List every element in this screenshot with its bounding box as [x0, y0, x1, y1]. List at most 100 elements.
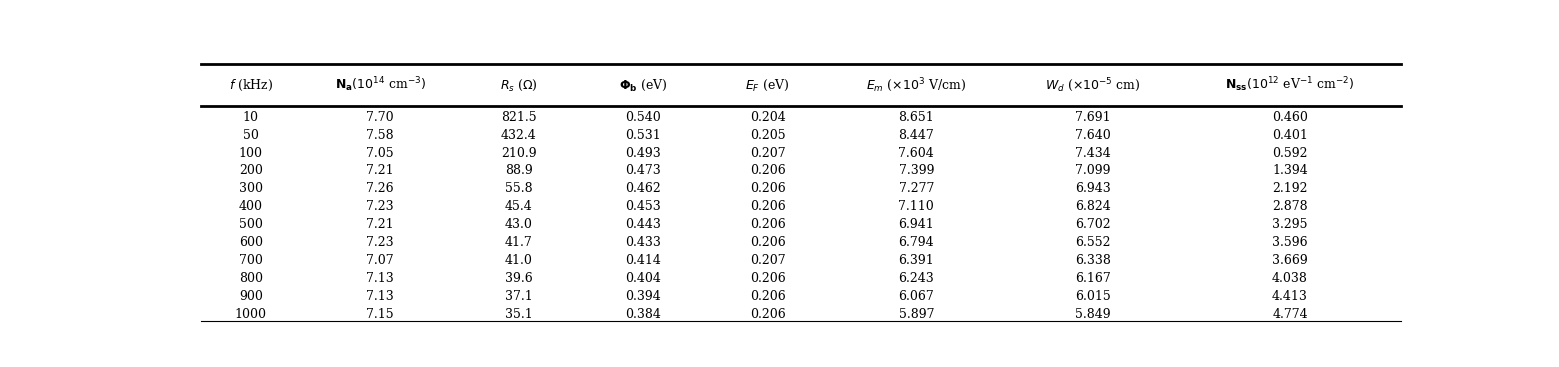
Text: 55.8: 55.8 [505, 182, 532, 195]
Text: 0.540: 0.540 [625, 111, 661, 124]
Text: $W_d$ ($\times$$10^{-5}$ cm): $W_d$ ($\times$$10^{-5}$ cm) [1045, 76, 1141, 94]
Text: 7.604: 7.604 [898, 146, 934, 160]
Text: 7.21: 7.21 [366, 218, 394, 231]
Text: 821.5: 821.5 [500, 111, 536, 124]
Text: 7.15: 7.15 [366, 308, 394, 321]
Text: 7.58: 7.58 [366, 129, 394, 142]
Text: 35.1: 35.1 [505, 308, 532, 321]
Text: 3.596: 3.596 [1272, 236, 1308, 249]
Text: 2.192: 2.192 [1272, 182, 1308, 195]
Text: $f$ (kHz): $f$ (kHz) [229, 77, 273, 92]
Text: 88.9: 88.9 [505, 164, 532, 178]
Text: 41.0: 41.0 [505, 254, 533, 267]
Text: 7.099: 7.099 [1076, 164, 1110, 178]
Text: 0.206: 0.206 [750, 182, 786, 195]
Text: 7.110: 7.110 [898, 200, 934, 213]
Text: 8.447: 8.447 [898, 129, 934, 142]
Text: 0.384: 0.384 [625, 308, 661, 321]
Text: 7.26: 7.26 [366, 182, 394, 195]
Text: $E_m$ ($\times$$10^3$ V/cm): $E_m$ ($\times$$10^3$ V/cm) [867, 76, 967, 94]
Text: 0.462: 0.462 [625, 182, 661, 195]
Text: 500: 500 [239, 218, 262, 231]
Text: 2.878: 2.878 [1272, 200, 1308, 213]
Text: 7.640: 7.640 [1074, 129, 1110, 142]
Text: 45.4: 45.4 [505, 200, 532, 213]
Text: 0.204: 0.204 [750, 111, 786, 124]
Text: 0.433: 0.433 [625, 236, 661, 249]
Text: 6.943: 6.943 [1074, 182, 1110, 195]
Text: 1000: 1000 [235, 308, 267, 321]
Text: 0.205: 0.205 [750, 129, 786, 142]
Text: 900: 900 [239, 290, 262, 303]
Text: 0.206: 0.206 [750, 272, 786, 285]
Text: 400: 400 [239, 200, 263, 213]
Text: 4.413: 4.413 [1272, 290, 1308, 303]
Text: 7.70: 7.70 [366, 111, 394, 124]
Text: 41.7: 41.7 [505, 236, 532, 249]
Text: 37.1: 37.1 [505, 290, 532, 303]
Text: 6.794: 6.794 [898, 236, 934, 249]
Text: 10: 10 [243, 111, 259, 124]
Text: 4.774: 4.774 [1272, 308, 1308, 321]
Text: 7.07: 7.07 [366, 254, 394, 267]
Text: 6.941: 6.941 [898, 218, 934, 231]
Text: 0.207: 0.207 [750, 254, 786, 267]
Text: 50: 50 [243, 129, 259, 142]
Text: 3.295: 3.295 [1272, 218, 1308, 231]
Text: 0.592: 0.592 [1272, 146, 1308, 160]
Text: 300: 300 [239, 182, 263, 195]
Text: 0.414: 0.414 [625, 254, 661, 267]
Text: 0.206: 0.206 [750, 290, 786, 303]
Text: 0.206: 0.206 [750, 236, 786, 249]
Text: 0.206: 0.206 [750, 218, 786, 231]
Text: 7.13: 7.13 [366, 272, 394, 285]
Text: $E_F$ (eV): $E_F$ (eV) [745, 77, 790, 92]
Text: $\mathbf{N_a}$$(10^{14}$ cm$^{-3})$: $\mathbf{N_a}$$(10^{14}$ cm$^{-3})$ [335, 76, 426, 94]
Text: 432.4: 432.4 [500, 129, 536, 142]
Text: 0.404: 0.404 [625, 272, 661, 285]
Text: 6.552: 6.552 [1076, 236, 1110, 249]
Text: 7.23: 7.23 [366, 200, 394, 213]
Text: 600: 600 [239, 236, 263, 249]
Text: 5.897: 5.897 [898, 308, 934, 321]
Text: 8.651: 8.651 [898, 111, 934, 124]
Text: 6.067: 6.067 [898, 290, 934, 303]
Text: 39.6: 39.6 [505, 272, 532, 285]
Text: 0.531: 0.531 [625, 129, 661, 142]
Text: 1.394: 1.394 [1272, 164, 1308, 178]
Text: 100: 100 [239, 146, 263, 160]
Text: 0.206: 0.206 [750, 200, 786, 213]
Text: $\mathbf{\Phi_b}$ (eV): $\mathbf{\Phi_b}$ (eV) [619, 77, 667, 92]
Text: 0.206: 0.206 [750, 308, 786, 321]
Text: 210.9: 210.9 [500, 146, 536, 160]
Text: $R_s$ ($\Omega$): $R_s$ ($\Omega$) [499, 77, 538, 92]
Text: 4.038: 4.038 [1272, 272, 1308, 285]
Text: 200: 200 [239, 164, 262, 178]
Text: 6.338: 6.338 [1074, 254, 1110, 267]
Text: 7.691: 7.691 [1076, 111, 1110, 124]
Text: 6.243: 6.243 [898, 272, 934, 285]
Text: 0.453: 0.453 [625, 200, 661, 213]
Text: 0.493: 0.493 [625, 146, 661, 160]
Text: 0.473: 0.473 [625, 164, 661, 178]
Text: 0.207: 0.207 [750, 146, 786, 160]
Text: 7.13: 7.13 [366, 290, 394, 303]
Text: 7.399: 7.399 [898, 164, 934, 178]
Text: 0.443: 0.443 [625, 218, 661, 231]
Text: 6.167: 6.167 [1074, 272, 1110, 285]
Text: 0.394: 0.394 [625, 290, 661, 303]
Text: 800: 800 [239, 272, 263, 285]
Text: 0.206: 0.206 [750, 164, 786, 178]
Text: 6.702: 6.702 [1076, 218, 1110, 231]
Text: 0.401: 0.401 [1272, 129, 1308, 142]
Text: 7.434: 7.434 [1074, 146, 1110, 160]
Text: 0.460: 0.460 [1272, 111, 1308, 124]
Text: 7.21: 7.21 [366, 164, 394, 178]
Text: 700: 700 [239, 254, 262, 267]
Text: 6.391: 6.391 [898, 254, 934, 267]
Text: 3.669: 3.669 [1272, 254, 1308, 267]
Text: 7.05: 7.05 [366, 146, 394, 160]
Text: 7.23: 7.23 [366, 236, 394, 249]
Text: $\mathbf{N_{ss}}$$(10^{12}$ eV$^{-1}$ cm$^{-2})$: $\mathbf{N_{ss}}$$(10^{12}$ eV$^{-1}$ cm… [1225, 76, 1355, 94]
Text: 7.277: 7.277 [898, 182, 934, 195]
